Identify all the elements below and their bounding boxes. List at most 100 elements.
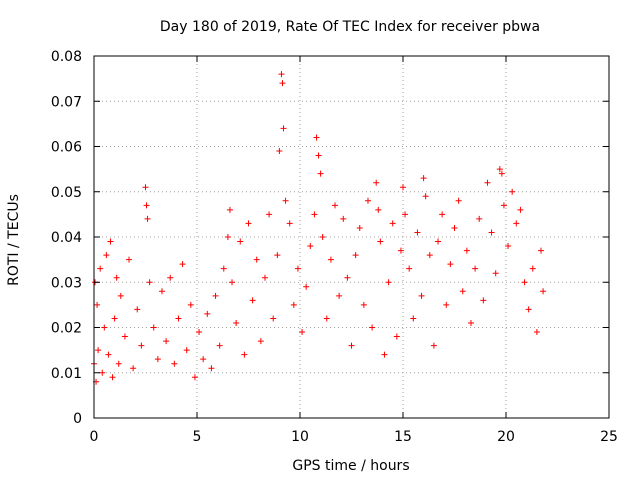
data-point bbox=[146, 279, 153, 286]
data-point bbox=[352, 252, 359, 259]
y-tick-label: 0.03 bbox=[51, 275, 82, 291]
data-point bbox=[323, 315, 330, 322]
data-point bbox=[389, 220, 396, 227]
data-point bbox=[439, 211, 446, 218]
data-point bbox=[107, 238, 114, 245]
data-point bbox=[294, 265, 301, 272]
data-point bbox=[377, 238, 384, 245]
data-point bbox=[455, 197, 462, 204]
data-point bbox=[538, 247, 545, 254]
data-point bbox=[279, 80, 286, 87]
data-point bbox=[336, 292, 343, 299]
y-tick-label: 0.05 bbox=[51, 185, 82, 201]
data-point bbox=[472, 265, 479, 272]
data-point bbox=[418, 292, 425, 299]
y-tick-label: 0.08 bbox=[51, 49, 82, 65]
data-point bbox=[94, 301, 101, 308]
data-point bbox=[498, 170, 505, 177]
x-tick-label: 25 bbox=[600, 429, 618, 445]
data-point bbox=[467, 319, 474, 326]
grid-lines bbox=[94, 56, 609, 418]
data-point bbox=[97, 265, 104, 272]
data-point bbox=[138, 342, 145, 349]
x-axis: 0 5 10 15 20 25 bbox=[90, 56, 618, 445]
data-point bbox=[447, 261, 454, 268]
data-point bbox=[134, 306, 141, 313]
data-point bbox=[533, 329, 540, 336]
data-point bbox=[266, 211, 273, 218]
data-point bbox=[179, 261, 186, 268]
data-point bbox=[154, 356, 161, 363]
data-point bbox=[249, 297, 256, 304]
data-point bbox=[375, 206, 382, 213]
data-point bbox=[381, 351, 388, 358]
data-point bbox=[303, 283, 310, 290]
data-point bbox=[385, 279, 392, 286]
data-point bbox=[196, 329, 203, 336]
y-axis: 0 0.01 0.02 0.03 0.04 0.05 0.06 0.07 0.08 bbox=[51, 49, 609, 427]
data-point bbox=[332, 202, 339, 209]
data-point bbox=[299, 329, 306, 336]
data-point bbox=[344, 274, 351, 281]
data-point bbox=[484, 179, 491, 186]
data-point bbox=[540, 288, 547, 295]
data-point bbox=[143, 202, 150, 209]
data-point bbox=[373, 179, 380, 186]
data-point bbox=[348, 342, 355, 349]
data-point bbox=[278, 71, 285, 78]
data-point bbox=[311, 211, 318, 218]
data-point bbox=[422, 193, 429, 200]
data-point bbox=[400, 184, 406, 191]
data-point bbox=[317, 170, 324, 177]
data-point bbox=[286, 220, 293, 227]
data-point bbox=[492, 270, 499, 277]
y-tick-label: 0.02 bbox=[51, 321, 82, 337]
data-point bbox=[364, 197, 371, 204]
data-point bbox=[270, 315, 277, 322]
data-point bbox=[167, 274, 174, 281]
data-point bbox=[406, 265, 413, 272]
y-tick-label: 0.06 bbox=[51, 140, 82, 156]
data-point bbox=[220, 265, 227, 272]
x-tick-label: 5 bbox=[193, 429, 202, 445]
data-point bbox=[113, 274, 120, 281]
y-tick-label: 0.07 bbox=[51, 94, 82, 110]
data-point bbox=[257, 338, 264, 345]
data-point bbox=[241, 351, 248, 358]
data-point bbox=[430, 342, 437, 349]
data-point bbox=[229, 279, 236, 286]
data-point bbox=[150, 324, 157, 331]
data-point bbox=[435, 238, 442, 245]
data-point bbox=[451, 224, 458, 231]
data-point bbox=[369, 324, 376, 331]
data-point bbox=[327, 256, 334, 263]
data-point bbox=[144, 215, 151, 222]
data-point bbox=[95, 347, 102, 354]
x-tick-label: 20 bbox=[497, 429, 515, 445]
data-point bbox=[158, 288, 165, 295]
data-point bbox=[500, 202, 507, 209]
data-point bbox=[245, 220, 252, 227]
y-tick-label: 0 bbox=[73, 411, 82, 427]
data-point bbox=[99, 369, 106, 376]
data-point bbox=[356, 224, 363, 231]
data-point bbox=[517, 206, 524, 213]
data-point bbox=[290, 301, 297, 308]
data-point bbox=[115, 360, 122, 367]
data-point bbox=[414, 229, 421, 236]
x-tick-label: 15 bbox=[394, 429, 412, 445]
data-point bbox=[509, 188, 516, 195]
data-point bbox=[397, 247, 404, 254]
data-point bbox=[216, 342, 223, 349]
data-point bbox=[282, 197, 289, 204]
x-axis-label: GPS time / hours bbox=[292, 458, 409, 474]
data-point bbox=[126, 256, 133, 263]
data-point bbox=[476, 215, 483, 222]
data-point bbox=[183, 347, 190, 354]
data-point bbox=[274, 252, 281, 259]
data-point bbox=[200, 356, 207, 363]
data-point bbox=[443, 301, 450, 308]
x-tick-label: 0 bbox=[90, 429, 99, 445]
data-point bbox=[101, 324, 108, 331]
